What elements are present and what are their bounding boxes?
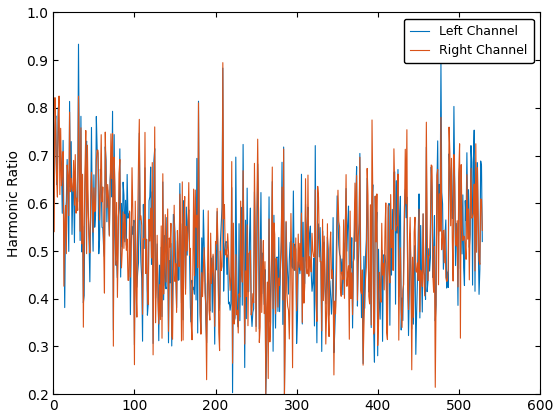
Right Channel <box>459 221 465 226</box>
Left Channel <box>479 239 486 244</box>
Right Channel <box>263 392 269 397</box>
Left Channel <box>75 42 82 47</box>
Left Channel <box>459 252 465 257</box>
Left Channel <box>127 312 134 317</box>
Left Channel <box>139 339 146 344</box>
Right Channel <box>126 209 133 214</box>
Left Channel <box>325 247 332 252</box>
Left Channel <box>50 113 57 118</box>
Y-axis label: Harmonic Ratio: Harmonic Ratio <box>7 150 21 257</box>
Right Channel <box>479 228 486 233</box>
Right Channel <box>138 223 145 228</box>
Left Channel <box>237 257 244 262</box>
Right Channel <box>237 199 244 204</box>
Right Channel <box>379 221 385 226</box>
Line: Left Channel: Left Channel <box>53 44 482 394</box>
Left Channel <box>263 392 269 397</box>
Left Channel <box>379 248 385 253</box>
Right Channel <box>325 312 332 318</box>
Right Channel <box>220 60 226 65</box>
Line: Right Channel: Right Channel <box>53 63 482 394</box>
Right Channel <box>50 110 57 115</box>
Legend: Left Channel, Right Channel: Left Channel, Right Channel <box>404 19 534 63</box>
